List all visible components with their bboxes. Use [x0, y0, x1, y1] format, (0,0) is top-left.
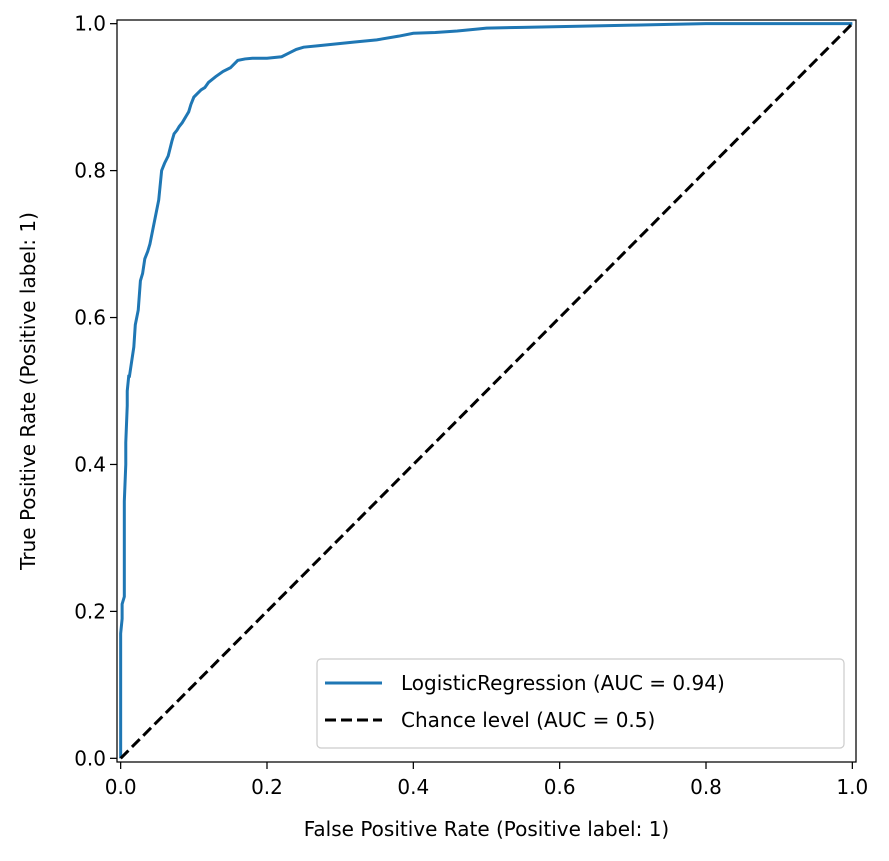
legend-label-logistic-regression: LogisticRegression (AUC = 0.94)	[401, 671, 725, 695]
series-line-logisticregression	[119, 22, 853, 759]
series-layer	[119, 22, 854, 760]
x-tick-label: 0.4	[397, 775, 429, 799]
x-tick-label: 1.0	[836, 775, 868, 799]
x-axis-ticks: 0.0 0.2 0.4 0.6 0.8 1.0	[105, 762, 868, 799]
legend-label-chance-level: Chance level (AUC = 0.5)	[401, 708, 655, 732]
legend: LogisticRegression (AUC = 0.94) Chance l…	[316, 658, 845, 749]
y-tick-label: 0.2	[74, 599, 106, 623]
y-axis-label: True Positive Rate (Positive label: 1)	[16, 212, 40, 571]
x-tick-label: 0.2	[251, 775, 283, 799]
y-tick-label: 0.6	[74, 306, 106, 330]
x-tick-label: 0.8	[690, 775, 722, 799]
legend-box	[316, 658, 845, 749]
series-line-chance-level	[119, 22, 854, 760]
x-axis-label: False Positive Rate (Positive label: 1)	[304, 817, 670, 841]
y-tick-label: 1.0	[74, 12, 106, 36]
plot-area-frame	[116, 19, 857, 763]
y-tick-label: 0.4	[74, 452, 106, 476]
y-tick-label: 0.8	[74, 159, 106, 183]
y-tick-label: 0.0	[74, 746, 106, 770]
x-tick-label: 0.0	[105, 775, 137, 799]
x-tick-label: 0.6	[544, 775, 576, 799]
y-axis-ticks: 0.0 0.2 0.4 0.6 0.8 1.0	[74, 12, 117, 770]
